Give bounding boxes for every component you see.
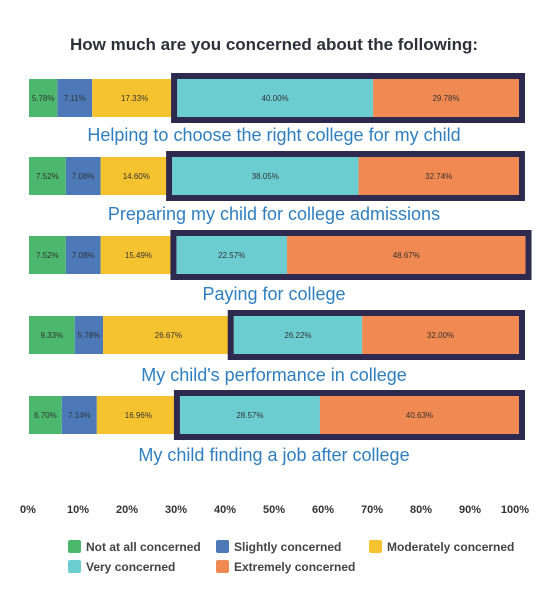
legend-swatch <box>216 560 229 573</box>
data-label: 5.78% <box>32 94 55 103</box>
highlight-box <box>173 390 525 440</box>
category-label: My child's performance in college <box>141 365 407 385</box>
x-tick-label: 0% <box>20 504 36 516</box>
legend-swatch <box>369 540 382 553</box>
legend: Not at all concerned Slightly concerned Mo… <box>68 540 514 574</box>
category-label: Helping to choose the right college for … <box>87 125 460 145</box>
bar-segment <box>74 316 104 354</box>
x-tick-label: 100% <box>501 504 529 516</box>
data-label: 7.14% <box>68 411 91 420</box>
bar-segment <box>373 79 519 117</box>
data-label: 17.33% <box>121 94 148 103</box>
bar-segment <box>100 157 173 195</box>
legend-item: Not at all concerned <box>68 540 201 554</box>
bar-segment <box>65 236 101 274</box>
bar-segment <box>172 157 359 195</box>
chart-title: How much are you concerned about the fol… <box>70 35 478 54</box>
bar-segment <box>96 396 180 434</box>
bar-segment <box>103 316 234 354</box>
legend-swatch <box>68 560 81 573</box>
data-label: 6.70% <box>34 411 57 420</box>
x-axis: 0% 10% 20% 30% 40% 50% 60% 70% 80% 90% 100% <box>20 504 529 516</box>
highlight-box <box>171 73 525 123</box>
highlight-box <box>166 151 525 201</box>
data-label: 38.05% <box>252 172 279 181</box>
bar-segment <box>92 79 178 117</box>
data-label: 7.52% <box>36 251 59 260</box>
legend-label: Extremely concerned <box>234 560 355 574</box>
bar-segment <box>65 157 101 195</box>
bar-segment <box>287 236 526 274</box>
data-label: 9.33% <box>41 331 64 340</box>
legend-label: Slightly concerned <box>234 540 341 554</box>
legend-label: Moderately concerned <box>387 540 514 554</box>
legend-item: Slightly concerned <box>216 540 341 554</box>
bar-segment <box>100 236 177 274</box>
bar-group: 6.70% 7.14% 16.96% 28.57% 40.63% My child fin… <box>29 390 525 465</box>
bar-group: 7.52% 7.08% 15.49% 22.57% 48.67% Paying for c… <box>29 230 532 304</box>
bar-segment <box>29 79 58 117</box>
x-tick-label: 30% <box>165 504 187 516</box>
category-label: My child finding a job after college <box>138 445 409 465</box>
data-label: 26.22% <box>284 331 311 340</box>
data-label: 28.57% <box>236 411 263 420</box>
category-label: Paying for college <box>202 284 345 304</box>
data-label: 29.78% <box>432 94 459 103</box>
data-label: 40.00% <box>262 94 289 103</box>
bar-segment <box>179 396 320 434</box>
highlight-box <box>227 310 526 360</box>
legend-item: Very concerned <box>68 560 175 574</box>
bar-segment <box>57 79 93 117</box>
x-tick-label: 90% <box>459 504 481 516</box>
bar-segment <box>29 396 62 434</box>
x-tick-label: 70% <box>361 504 383 516</box>
x-tick-label: 10% <box>67 504 89 516</box>
data-label: 15.49% <box>125 251 152 260</box>
bar-segment <box>29 157 66 195</box>
bar-segment <box>29 316 75 354</box>
bar-segment <box>61 396 97 434</box>
bar-group: 5.78% 7.11% 17.33% 40.00% 29.78% Helping to c… <box>29 73 525 145</box>
data-label: 32.74% <box>425 172 452 181</box>
bar-group: 9.33% 5.78% 26.67% 26.22% 32.00% My child's p… <box>29 310 526 385</box>
bar-segment <box>29 236 66 274</box>
legend-label: Very concerned <box>86 560 175 574</box>
category-label: Preparing my child for college admission… <box>108 204 440 224</box>
data-label: 40.63% <box>406 411 433 420</box>
data-label: 7.08% <box>72 172 95 181</box>
data-label: 7.11% <box>64 94 86 103</box>
bar-segment <box>176 236 288 274</box>
data-label: 14.60% <box>123 172 150 181</box>
data-label: 26.67% <box>155 331 182 340</box>
data-label: 7.52% <box>36 172 59 181</box>
bar-segment <box>319 396 519 434</box>
x-tick-label: 60% <box>312 504 334 516</box>
x-tick-label: 20% <box>116 504 138 516</box>
x-tick-label: 80% <box>410 504 432 516</box>
x-tick-label: 50% <box>263 504 285 516</box>
legend-item: Moderately concerned <box>369 540 514 554</box>
bars-group: 5.78% 7.11% 17.33% 40.00% 29.78% Helping to c… <box>29 73 532 465</box>
bar-segment <box>362 316 519 354</box>
data-label: 16.96% <box>125 411 152 420</box>
legend-swatch <box>216 540 229 553</box>
x-tick-label: 40% <box>214 504 236 516</box>
bar-segment <box>358 157 519 195</box>
data-label: 7.08% <box>72 251 95 260</box>
legend-label: Not at all concerned <box>86 540 201 554</box>
data-label: 5.78% <box>78 331 101 340</box>
bar-group: 7.52% 7.08% 14.60% 38.05% 32.74% Preparing my… <box>29 151 525 224</box>
bar-segment <box>177 79 374 117</box>
data-label: 22.57% <box>218 251 245 260</box>
highlight-box <box>170 230 532 280</box>
legend-swatch <box>68 540 81 553</box>
data-label: 32.00% <box>427 331 454 340</box>
data-label: 48.67% <box>393 251 420 260</box>
legend-item: Extremely concerned <box>216 560 355 574</box>
bar-segment <box>233 316 363 354</box>
